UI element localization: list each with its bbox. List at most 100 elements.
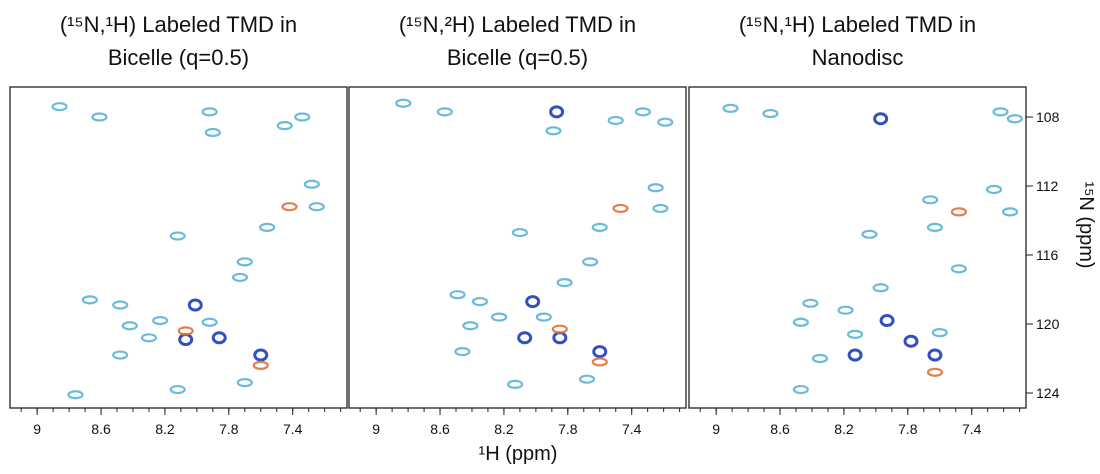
peak	[879, 314, 895, 328]
peak	[231, 272, 249, 283]
peak	[204, 127, 221, 138]
peak	[252, 360, 269, 370]
peak	[253, 348, 269, 362]
peak	[556, 278, 573, 288]
peak	[91, 112, 108, 122]
y-tick-label: 116	[1036, 247, 1059, 263]
peak	[592, 345, 608, 359]
x-tick-label: 8.2	[155, 421, 175, 437]
peak	[551, 324, 568, 334]
peak	[152, 315, 169, 326]
peak	[950, 207, 968, 217]
peak	[112, 300, 129, 310]
peak	[647, 183, 664, 193]
panel-title: (¹⁵N,¹H) Labeled TMD in	[60, 12, 297, 37]
peak	[847, 348, 863, 362]
peak	[511, 227, 528, 238]
peak	[201, 107, 218, 117]
peak	[634, 107, 651, 117]
peak	[927, 348, 943, 362]
peak	[549, 105, 565, 119]
peak	[903, 334, 919, 348]
x-tick-label: 7.8	[558, 421, 578, 437]
peak	[462, 321, 479, 331]
x-tick-label: 7.4	[962, 421, 982, 437]
x-tick-label: 8.2	[834, 421, 854, 437]
x-tick-label: 9	[33, 421, 41, 437]
peak	[1001, 207, 1019, 217]
peak	[308, 202, 325, 212]
peak	[491, 312, 508, 322]
panel-title: Nanodisc	[812, 45, 904, 70]
peak	[51, 102, 68, 112]
panel-title: (¹⁵N,¹H) Labeled TMD in	[739, 12, 976, 37]
peak	[449, 290, 466, 300]
peak	[926, 367, 944, 377]
panel-title: Bicelle (q=0.5)	[108, 45, 249, 70]
x-tick-label: 7.8	[219, 421, 239, 437]
peak	[792, 384, 809, 395]
peak	[436, 107, 453, 117]
peak	[872, 283, 889, 293]
peak	[236, 378, 253, 388]
peak	[931, 328, 948, 338]
peak	[926, 222, 944, 233]
peak	[847, 329, 864, 339]
peak	[454, 346, 471, 357]
y-axis-label: ¹⁵N (ppm)	[1075, 181, 1097, 268]
peak	[169, 231, 186, 241]
x-tick-label: 7.8	[898, 421, 918, 437]
peak	[802, 298, 819, 308]
peak	[303, 179, 320, 189]
y-tick-label: 108	[1036, 109, 1060, 125]
x-axis-label: ¹H (ppm)	[479, 443, 558, 465]
peak	[276, 121, 293, 131]
panel-title: (¹⁵N,²H) Labeled TMD in	[399, 12, 636, 37]
peak	[517, 331, 533, 345]
peak	[535, 312, 552, 322]
peak	[657, 117, 674, 127]
peak	[169, 384, 186, 395]
x-tick-label: 9	[712, 421, 720, 437]
peak	[950, 264, 968, 274]
peak	[861, 229, 878, 239]
peak	[211, 331, 227, 345]
peak	[121, 321, 138, 331]
peak	[985, 184, 1003, 195]
peak	[591, 222, 608, 233]
peak	[762, 108, 779, 119]
peak	[552, 331, 568, 345]
peak	[582, 257, 599, 267]
peak	[294, 112, 311, 122]
x-tick-label: 7.4	[283, 421, 303, 437]
peak	[992, 107, 1009, 117]
peak	[236, 257, 253, 267]
panel-title: Bicelle (q=0.5)	[447, 45, 588, 70]
peak	[1006, 114, 1023, 124]
peak	[177, 326, 194, 336]
peak	[792, 317, 809, 327]
peak	[722, 103, 739, 113]
x-tick-label: 8.6	[430, 421, 450, 437]
peak	[507, 379, 524, 389]
peak	[187, 298, 203, 312]
y-tick-label: 124	[1036, 385, 1060, 401]
peak	[259, 222, 276, 233]
x-tick-label: 7.4	[622, 421, 642, 437]
peak	[281, 202, 298, 212]
peak	[607, 115, 624, 126]
peak	[112, 350, 129, 360]
peak	[201, 317, 218, 327]
panel-frame	[688, 86, 1027, 409]
peak	[591, 357, 608, 367]
y-tick-label: 112	[1036, 178, 1059, 194]
peak	[67, 390, 84, 400]
y-tick-label: 120	[1036, 316, 1060, 332]
x-tick-label: 8.2	[494, 421, 514, 437]
peak	[525, 295, 541, 309]
peak	[545, 126, 562, 136]
peak	[578, 374, 596, 384]
peak	[873, 112, 889, 126]
panel-frame	[348, 86, 687, 409]
x-tick-label: 8.6	[91, 421, 111, 437]
